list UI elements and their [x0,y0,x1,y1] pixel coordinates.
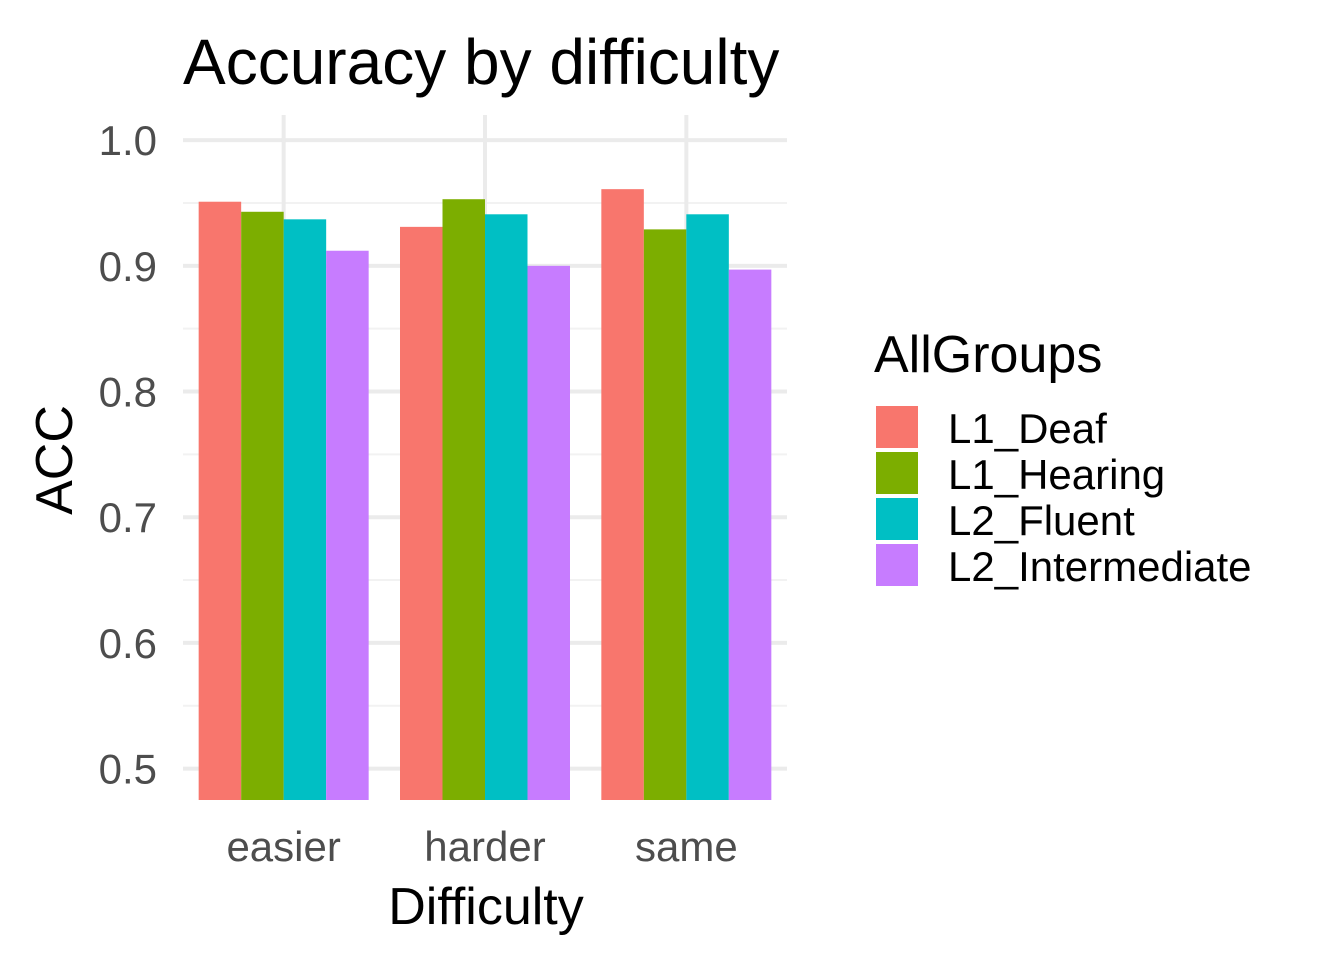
y-axis-ticks: 0.5 0.6 0.7 0.8 0.9 1.0 [99,117,157,792]
legend-title: AllGroups [874,326,1102,384]
bars [198,189,772,801]
x-tick-label: harder [424,823,545,870]
bar-easier-l1-hearing [241,211,284,801]
bar-same-l2-intermediate [728,269,772,801]
y-tick-label: 0.9 [99,243,157,290]
bar-harder-l2-intermediate [527,265,570,800]
chart-title: Accuracy by difficulty [183,26,779,98]
y-tick-label: 1.0 [99,117,157,164]
x-tick-label: easier [226,823,340,870]
x-tick-label: same [635,823,738,870]
legend-items: L1_DeafL1_HearingL2_FluentL2_Intermediat… [876,405,1252,590]
bar-same-l1-hearing [643,229,687,800]
y-tick-label: 0.6 [99,620,157,667]
legend-swatch [876,544,918,586]
y-tick-label: 0.5 [99,746,157,793]
bar-same-l2-fluent [686,214,729,800]
bar-harder-l2-fluent [485,214,528,800]
bar-easier-l2-intermediate [326,250,369,801]
legend-swatch [876,452,918,494]
bar-easier-l1-deaf [198,201,242,800]
bar-same-l1-deaf [601,189,644,801]
legend-label: L1_Hearing [948,451,1165,498]
bar-harder-l1-deaf [400,226,443,801]
legend-swatch [876,406,918,448]
bar-easier-l2-fluent [283,219,327,800]
y-tick-label: 0.7 [99,494,157,541]
legend-label: L2_Intermediate [948,543,1252,590]
legend-label: L1_Deaf [948,405,1107,452]
legend-swatch [876,498,918,540]
x-axis-title: Difficulty [388,878,584,936]
y-axis-title: ACC [26,405,84,515]
bar-harder-l1-hearing [442,199,485,801]
legend-label: L2_Fluent [948,497,1135,544]
x-axis-ticks: easier harder same [226,823,737,870]
y-tick-label: 0.8 [99,369,157,416]
legend: AllGroups L1_DeafL1_HearingL2_FluentL2_I… [874,326,1252,590]
